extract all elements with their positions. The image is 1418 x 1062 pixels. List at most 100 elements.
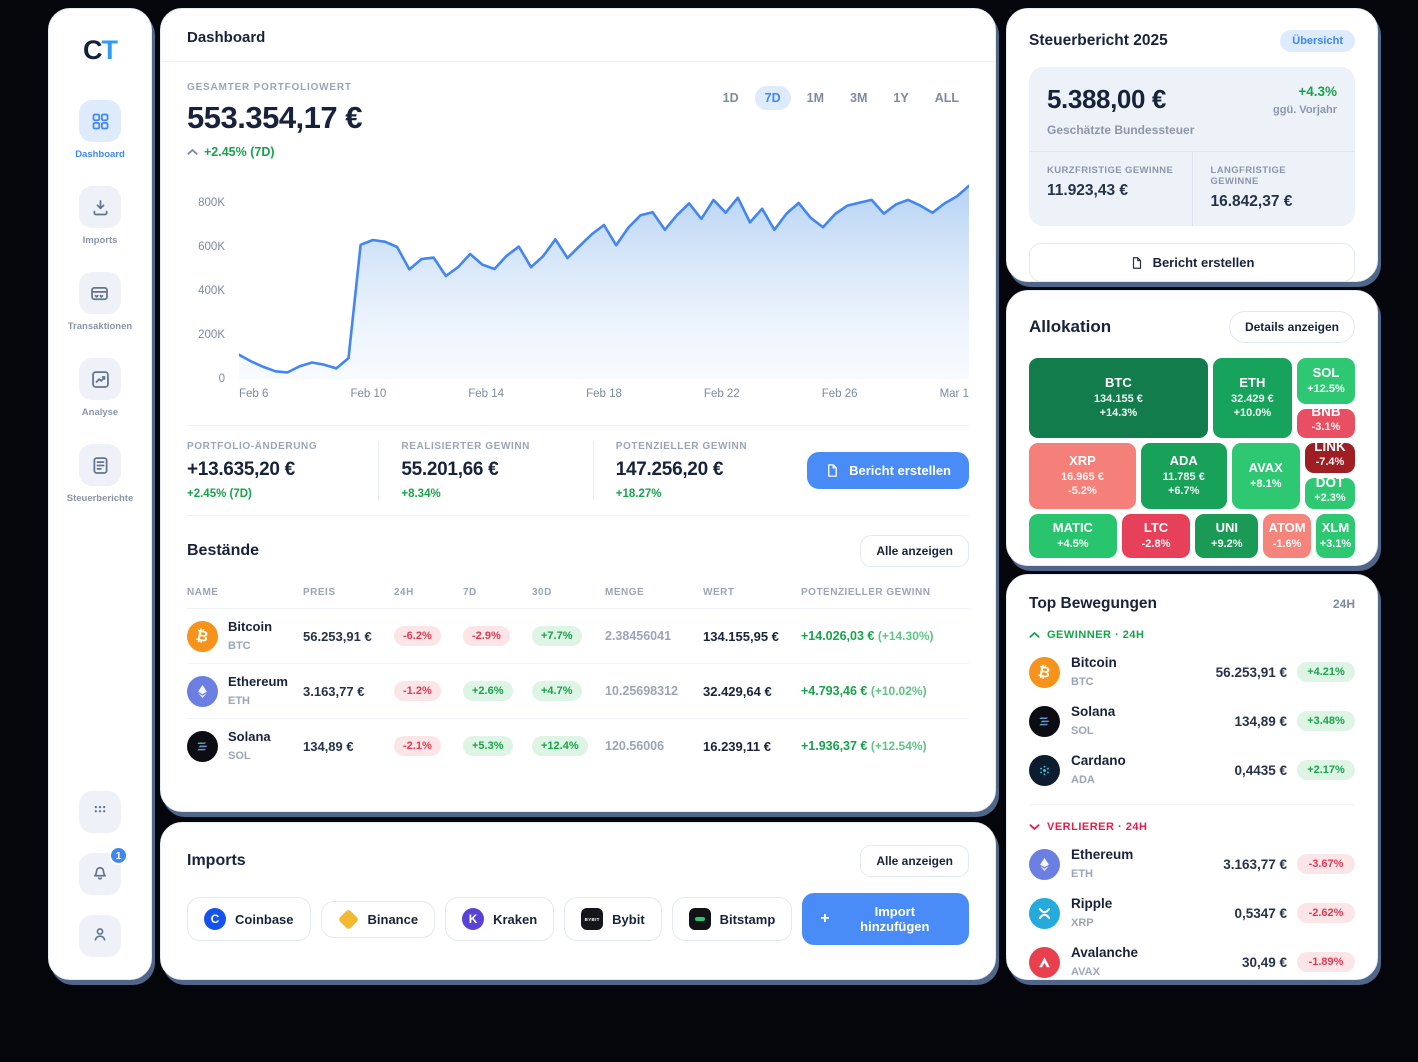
holdings-view-all-button[interactable]: Alle anzeigen: [860, 535, 969, 567]
notifications-button[interactable]: 1: [79, 846, 128, 895]
allocation-tile-sol[interactable]: SOL +12.5%: [1297, 358, 1355, 404]
download-icon: [79, 186, 121, 228]
allocation-tile-btc[interactable]: BTC 134.155 € +14.3%: [1029, 358, 1208, 438]
exchange-bybit-button[interactable]: BYBIT Bybit: [564, 897, 662, 941]
allocation-tile-xrp[interactable]: XRP 16.965 € -5.2%: [1029, 443, 1136, 509]
range-all[interactable]: ALL: [934, 91, 959, 105]
allocation-tile-ada[interactable]: ADA 11.785 € +6.7%: [1140, 443, 1227, 509]
holdings-title: Bestände: [187, 542, 260, 559]
sidebar-item-analytics[interactable]: Analyse: [79, 358, 121, 418]
movers-divider: [1029, 804, 1355, 805]
allocation-details-button[interactable]: Details anzeigen: [1228, 311, 1355, 343]
allocation-tile-ltc[interactable]: LTC -2.8%: [1121, 514, 1191, 558]
apps-button[interactable]: [79, 791, 121, 833]
portfolio-stats: PORTFOLIO-ÄNDERUNG +13.635,20 € +2.45% (…: [187, 425, 969, 516]
short-term-gains: KURZFRISTIGE GEWINNE 11.923,43 €: [1047, 165, 1174, 199]
range-1y[interactable]: 1Y: [893, 91, 909, 105]
range-3m[interactable]: 3M: [850, 91, 868, 105]
tax-amount: 5.388,00 €: [1047, 84, 1166, 114]
sidebar-item-transactions[interactable]: Transaktionen: [68, 272, 132, 332]
table-row-solana[interactable]: Solana SOL 134,89 € -2.1% +5.3% +12.4% 12…: [187, 719, 969, 773]
bitstamp-icon: [688, 908, 711, 930]
chart-icon: [79, 358, 121, 400]
file-icon: [1132, 256, 1141, 269]
top-movers-card: Top Bewegungen 24H GEWINNER · 24H ₿ Bitc…: [1006, 574, 1378, 980]
allocation-card: Allokation Details anzeigen BTC 134.155 …: [1006, 290, 1378, 566]
sidebar-bottom: 1: [79, 791, 128, 957]
long-term-gains: LANGFRISTIGE GEWINNE 16.842,37 €: [1191, 152, 1356, 226]
add-import-button[interactable]: + Import hinzufügen: [802, 893, 969, 945]
tax-create-report-button[interactable]: Bericht erstellen: [1029, 243, 1355, 282]
holdings-table: NAME PREIS 24H 7D 30D MENGE WERT POTENZI…: [187, 581, 969, 773]
exchange-binance-button[interactable]: Binance: [320, 900, 436, 938]
exchange-coinbase-button[interactable]: C Coinbase: [187, 897, 311, 941]
allocation-tile-uni[interactable]: UNI +9.2%: [1195, 514, 1259, 558]
sidebar-item-label: Imports: [82, 235, 118, 246]
table-row-ethereum[interactable]: Ethereum ETH 3.163,77 € -1.2% +2.6% +4.7%…: [187, 664, 969, 719]
losers-label: VERLIERER · 24H: [1029, 821, 1355, 833]
chart-plot-area: [239, 181, 969, 379]
sidebar-item-taxreports[interactable]: Steuerberichte: [66, 444, 134, 504]
app-logo: CT: [83, 35, 118, 65]
sidebar-nav: Dashboard Imports Transaktionen Analyse …: [66, 100, 134, 504]
main-column: Dashboard GESAMTER PORTFOLIOWERT 553.354…: [160, 8, 996, 980]
mover-row-cardano[interactable]: Cardano ADA 0,4435 € +2.17%: [1029, 752, 1355, 788]
imports-card: Imports Alle anzeigen C Coinbase Binance…: [160, 822, 996, 980]
allocation-tile-link[interactable]: LINK -7.4%: [1304, 443, 1355, 473]
stat-portfolio-change: PORTFOLIO-ÄNDERUNG +13.635,20 € +2.45% (…: [187, 441, 318, 500]
allocation-tile-xlm[interactable]: XLM +3.1%: [1315, 514, 1355, 558]
range-1d[interactable]: 1D: [722, 91, 739, 105]
document-icon: [79, 444, 121, 486]
binance-icon: [337, 908, 359, 930]
solana-icon: [187, 730, 218, 762]
coinbase-icon: C: [204, 908, 226, 930]
range-1m[interactable]: 1M: [806, 91, 825, 105]
imports-view-all-button[interactable]: Alle anzeigen: [860, 845, 969, 877]
profile-button[interactable]: [79, 915, 121, 957]
sidebar-item-label: Analyse: [81, 407, 119, 418]
gainers-label: GEWINNER · 24H: [1029, 629, 1355, 641]
create-report-button[interactable]: Bericht erstellen: [807, 452, 969, 489]
right-column: Steuerbericht 2025 Übersicht 5.388,00 € …: [1006, 8, 1378, 980]
chevron-up-icon: [187, 149, 198, 155]
movers-title: Top Bewegungen: [1029, 595, 1158, 612]
range-7d[interactable]: 7D: [754, 86, 791, 110]
notification-badge: 1: [109, 846, 128, 865]
allocation-tile-eth[interactable]: ETH 32.429 € +10.0%: [1212, 358, 1293, 438]
time-range-selector: 1D 7D 1M 3M 1Y ALL: [713, 86, 969, 110]
allocation-tile-bnb[interactable]: BNB -3.1%: [1297, 409, 1355, 438]
mover-row-ethereum[interactable]: Ethereum ETH 3.163,77 € -3.67%: [1029, 846, 1355, 882]
ethereum-icon: [1029, 848, 1060, 880]
chart-x-axis: Feb 6 Feb 10 Feb 14 Feb 18 Feb 22 Feb 26 Mar 1: [239, 388, 969, 400]
tax-summary-box: 5.388,00 € Geschätzte Bundessteuer +4.3%…: [1029, 67, 1355, 226]
sidebar-item-dashboard[interactable]: Dashboard: [75, 100, 125, 160]
mover-row-ripple[interactable]: Ripple XRP 0,5347 € -2.62%: [1029, 895, 1355, 931]
bitcoin-icon: ₿: [1029, 656, 1060, 688]
imports-title: Imports: [187, 852, 246, 869]
mover-row-solana[interactable]: Solana SOL 134,89 € +3.48%: [1029, 703, 1355, 739]
sidebar-item-imports[interactable]: Imports: [79, 186, 121, 246]
allocation-tile-dot[interactable]: DOT +2.3%: [1304, 478, 1355, 509]
page-title: Dashboard: [187, 29, 266, 46]
mover-row-avalanche[interactable]: Avalanche AVAX 30,49 € -1.89%: [1029, 944, 1355, 980]
portfolio-value: 553.354,17 €: [187, 100, 363, 135]
sidebar-item-label: Steuerberichte: [66, 493, 134, 504]
table-row-bitcoin[interactable]: ₿ Bitcoin BTC 56.253,91 € -6.2% -2.9% +7.…: [187, 609, 969, 664]
grid-icon: [79, 100, 121, 142]
allocation-treemap: BTC 134.155 € +14.3% ETH 32.429 € +10.0%…: [1029, 358, 1355, 558]
cardano-icon: [1029, 754, 1060, 786]
chevron-up-icon: [1029, 632, 1040, 638]
dashboard-card: Dashboard GESAMTER PORTFOLIOWERT 553.354…: [160, 8, 996, 812]
portfolio-summary: GESAMTER PORTFOLIOWERT 553.354,17 € +2.4…: [187, 82, 363, 159]
allocation-tile-avax[interactable]: AVAX +8.1%: [1231, 443, 1300, 509]
file-icon: [828, 464, 838, 477]
mover-row-bitcoin[interactable]: ₿ Bitcoin BTC 56.253,91 € +4.21%: [1029, 654, 1355, 690]
allocation-title: Allokation: [1029, 317, 1112, 336]
exchange-kraken-button[interactable]: K Kraken: [445, 897, 555, 941]
portfolio-chart: 0 200K 400K 600K 800K Feb 6 Feb 10 Feb 14 Feb 1…: [187, 181, 969, 409]
exchange-bitstamp-button[interactable]: Bitstamp: [671, 897, 793, 941]
card-icon: [78, 272, 121, 314]
allocation-tile-atom[interactable]: ATOM -1.6%: [1263, 514, 1311, 558]
allocation-tile-matic[interactable]: MATIC +4.5%: [1029, 514, 1117, 558]
tax-change: +4.3%: [1298, 84, 1337, 99]
